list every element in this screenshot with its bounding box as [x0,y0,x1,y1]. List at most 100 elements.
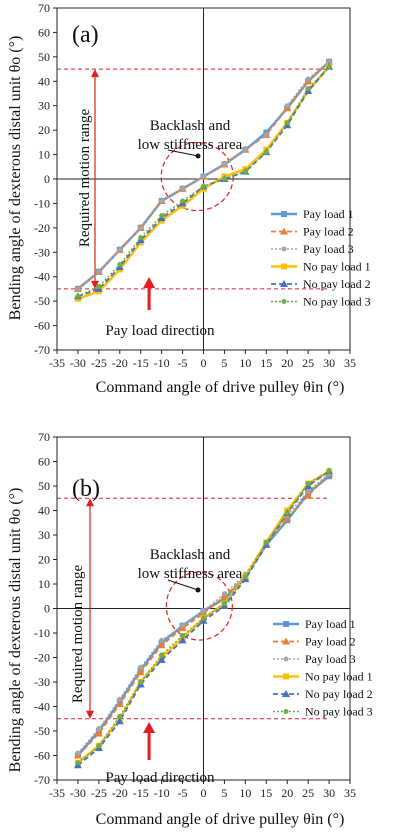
legend-marker [283,673,289,680]
guide-layer [57,497,330,760]
x-tick-label: -10 [154,786,170,800]
data-point [304,491,313,499]
data-point [242,169,248,175]
backlash-pointer [167,579,199,591]
y-tick-label: -40 [34,700,50,714]
backlash-ellipse [165,571,233,641]
data-point [117,247,123,253]
y-tick-label: -70 [34,773,50,787]
legend-item: No pay load 1 [271,260,371,274]
series-6 [75,468,332,766]
legend: Pay load 1 Pay load 2 Pay load 3 No pay loa… [273,617,373,719]
data-point [96,269,102,275]
data-point [115,717,124,725]
x-tick-label: -20 [112,786,128,800]
x-tick-label: 35 [344,356,356,370]
data-point [159,198,165,204]
x-tick-label: 0 [201,786,207,800]
range-label: Required motion range [77,109,93,248]
data-point [242,147,248,153]
legend-marker [281,299,287,304]
x-tick-label: 25 [302,786,314,800]
backlash-pointer [167,149,199,157]
data-point [221,161,227,167]
series-3 [75,59,332,292]
x-tick-label: -20 [112,356,128,370]
axes-layer: -70-60-50-40-30-20-10010203040506070-35-… [34,430,356,800]
y-tick-label: -20 [34,221,50,235]
data-point [75,750,81,756]
data-point [201,608,206,614]
payload-arrow-head [143,277,156,288]
y-tick-label: 60 [38,25,50,39]
y-tick-label: 0 [44,602,50,616]
data-point [75,760,81,766]
payload-direction-label: Pay load direction [105,770,215,786]
data-point [242,574,248,580]
y-tick-label: -50 [34,724,50,738]
y-tick-label: -10 [34,626,50,640]
data-point [138,225,144,231]
legend-marker [283,621,289,627]
series-6 [75,64,332,299]
y-tick-label: 10 [38,577,50,591]
data-point [263,132,269,138]
x-tick-label: -5 [178,786,188,800]
x-tick-label: -15 [133,786,149,800]
x-tick-label: 5 [221,786,227,800]
series-layer [73,467,334,769]
data-point [178,636,187,644]
axes-layer: -70-60-50-40-30-20-10010203040506070-35-… [34,1,356,370]
data-point [75,286,81,292]
legend-label: No pay load 1 [303,260,371,274]
legend-item: No pay load 2 [273,687,373,701]
y-tick-label: 60 [38,455,50,469]
x-tick-label: -25 [91,356,107,370]
data-point [284,120,290,126]
y-tick-label: 20 [38,123,50,137]
data-point [138,235,144,241]
y-tick-label: 20 [38,553,50,567]
data-point [159,652,165,658]
legend-label: No pay load 1 [305,670,373,684]
data-point [94,729,103,737]
legend-item: No pay load 1 [273,670,373,684]
backlash-label-2: low stiffness area [138,137,243,153]
y-tick-label: 0 [44,172,50,186]
x-tick-label: 20 [281,356,293,370]
data-point [284,103,290,109]
x-tick-label: 15 [260,786,272,800]
data-point [305,488,311,494]
backlash-pointer-dot [195,153,201,159]
data-point [305,86,311,92]
legend-marker [281,263,287,270]
x-tick-label: 20 [281,786,293,800]
x-tick-label: -15 [133,356,149,370]
legend-label: No pay load 2 [305,687,373,701]
x-tick-label: 10 [239,786,251,800]
x-tick-label: -35 [49,356,65,370]
x-tick-label: -5 [178,356,188,370]
y-tick-label: 40 [38,74,50,88]
y-tick-label: -10 [34,196,50,210]
y-tick-label: -30 [34,245,50,259]
y-tick-label: -20 [34,651,50,665]
legend-label: No pay load 3 [303,295,371,309]
data-point [180,623,186,629]
legend-marker [282,637,290,645]
legend-label: No pay load 3 [305,705,373,719]
legend-marker [281,211,287,217]
data-point [136,668,145,676]
data-point [159,637,165,643]
data-point [115,700,124,708]
data-point [221,176,227,182]
data-point [201,615,206,621]
panel-label: (a) [72,22,99,48]
backlash-pointer-dot [195,587,201,593]
legend-marker [283,656,289,662]
y-tick-label: 70 [38,430,50,444]
legend-marker [281,246,287,252]
legend-item: No pay load 3 [271,295,371,309]
data-point [117,262,123,267]
data-point [117,713,123,719]
